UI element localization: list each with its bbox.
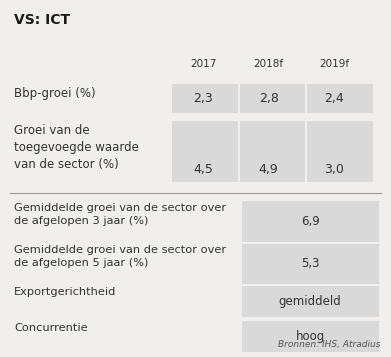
Text: 3,0: 3,0 [324, 163, 344, 176]
Bar [307, 84, 373, 114]
Text: Groei van de
toegevoegde waarde
van de sector (%): Groei van de toegevoegde waarde van de s… [14, 124, 139, 171]
Text: VS: ICT: VS: ICT [14, 13, 70, 27]
Bar [242, 243, 378, 284]
Text: hoog: hoog [296, 330, 325, 343]
Text: 4,9: 4,9 [259, 163, 279, 176]
Bar [242, 286, 378, 317]
Text: 2,4: 2,4 [325, 92, 344, 105]
Text: 2,3: 2,3 [193, 92, 213, 105]
Text: gemiddeld: gemiddeld [279, 295, 342, 308]
Bar [242, 321, 378, 352]
Bar [242, 201, 378, 242]
Bar [307, 121, 373, 182]
Bar [240, 121, 305, 182]
Text: 2018f: 2018f [254, 59, 284, 69]
Text: 5,3: 5,3 [301, 257, 319, 270]
Text: 4,5: 4,5 [193, 163, 213, 176]
Bar [172, 84, 238, 114]
Bar [172, 121, 238, 182]
Text: Bbp-groei (%): Bbp-groei (%) [14, 87, 96, 100]
Text: Gemiddelde groei van de sector over
de afgelopen 3 jaar (%): Gemiddelde groei van de sector over de a… [14, 203, 226, 226]
Bar [240, 84, 305, 114]
Text: 2,8: 2,8 [259, 92, 279, 105]
Text: Bronnen: IHS, Atradius: Bronnen: IHS, Atradius [278, 340, 380, 349]
Text: 6,9: 6,9 [301, 215, 319, 228]
Text: 2017: 2017 [190, 59, 216, 69]
Text: 2019f: 2019f [319, 59, 349, 69]
Text: Exportgerichtheid: Exportgerichtheid [14, 287, 117, 297]
Text: Concurrentie: Concurrentie [14, 323, 88, 333]
Text: Gemiddelde groei van de sector over
de afgelopen 5 jaar (%): Gemiddelde groei van de sector over de a… [14, 245, 226, 268]
